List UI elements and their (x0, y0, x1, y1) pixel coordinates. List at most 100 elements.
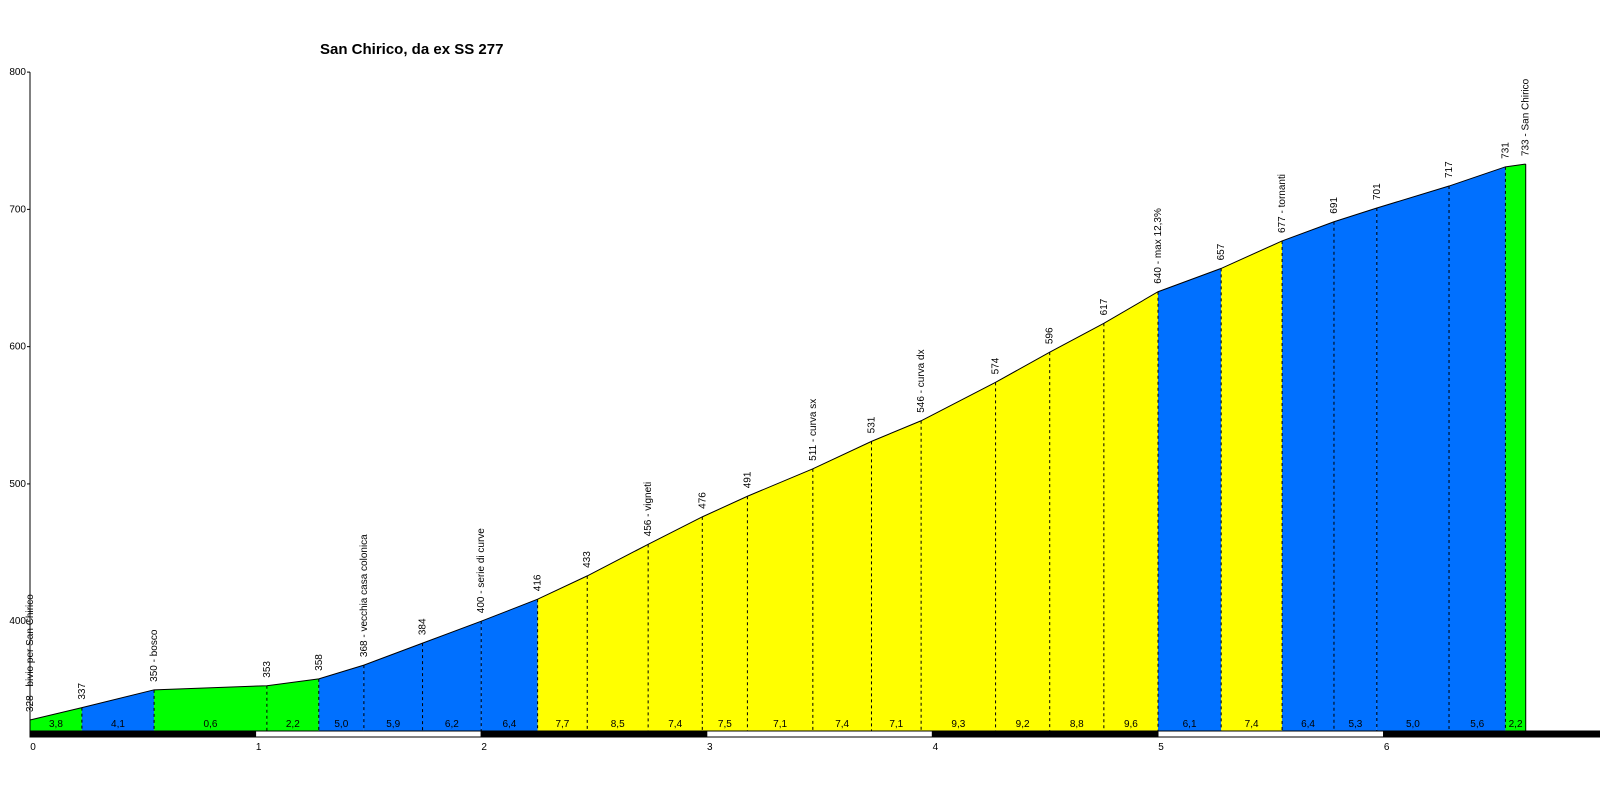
gradient-label: 7,1 (889, 719, 903, 730)
profile-segment (1376, 186, 1450, 732)
gradient-label: 7,7 (555, 719, 569, 730)
profile-segment (871, 420, 922, 731)
gradient-label: 4,1 (111, 719, 125, 730)
gradient-label: 5,3 (1348, 719, 1362, 730)
profile-segment (30, 707, 82, 731)
profile-segment (422, 621, 482, 731)
profile-segment (363, 643, 423, 731)
point-label: 531 (866, 416, 877, 433)
gradient-label: 7,4 (1245, 719, 1259, 730)
chart-title: San Chirico, da ex SS 277 (320, 41, 503, 58)
profile-segments (30, 164, 1526, 732)
km-band (29, 730, 257, 738)
gradient-label: 9,6 (1124, 719, 1138, 730)
profile-segment (648, 516, 703, 731)
point-label: 717 (1444, 161, 1455, 178)
point-label: 596 (1045, 327, 1056, 344)
profile-segment (1333, 208, 1377, 732)
point-label: 731 (1500, 142, 1511, 159)
y-tick-label: 400 (9, 616, 26, 627)
point-label: 733 - San Chirico (1521, 78, 1532, 156)
point-label: 640 - max 12,3% (1153, 208, 1164, 284)
point-label: 353 (262, 661, 273, 678)
profile-segment (266, 678, 319, 731)
profile-segment (537, 575, 588, 731)
gradient-label: 8,8 (1070, 719, 1084, 730)
point-label: 368 - vecchia casa colonica (359, 534, 370, 657)
point-label: 511 - curva sx (808, 399, 819, 461)
gradient-label: 7,5 (718, 719, 732, 730)
profile-segment (1049, 323, 1104, 731)
gradient-label: 3,8 (49, 719, 63, 730)
elevation-line (29, 163, 1526, 721)
point-label: 416 (533, 574, 544, 591)
gradient-label: 7,1 (773, 719, 787, 730)
x-tick-label: 4 (933, 742, 939, 753)
point-label: 350 - bosco (149, 629, 160, 682)
point-label: 476 (697, 492, 708, 509)
point-label: 677 - tornanti (1277, 174, 1288, 233)
profile-segment (921, 382, 996, 731)
profile-segment (318, 665, 364, 731)
km-band (1383, 730, 1600, 738)
profile-line (29, 163, 1526, 721)
gradient-label: 5,9 (386, 719, 400, 730)
y-tick-label: 500 (9, 479, 26, 490)
point-label: 400 - serie di curve (476, 528, 487, 613)
profile-segment (154, 685, 267, 731)
x-tick-label: 0 (30, 742, 36, 753)
gradient-label: 6,1 (1183, 719, 1197, 730)
point-label: 546 - curva dx (916, 349, 927, 412)
km-band (255, 730, 482, 738)
profile-segment (1505, 164, 1526, 732)
point-label: 617 (1099, 298, 1110, 315)
gradient-label: 8,5 (611, 719, 625, 730)
km-band (1157, 730, 1385, 738)
km-band (706, 730, 933, 738)
profile-segment (587, 544, 649, 731)
profile-segment (81, 689, 155, 731)
point-label: 456 - vigneti (643, 482, 654, 536)
point-label: 657 (1216, 243, 1227, 260)
gradient-label: 2,2 (286, 719, 300, 730)
gradient-label: 5,0 (334, 719, 348, 730)
x-tick-label: 6 (1384, 742, 1390, 753)
profile-segment (1282, 221, 1334, 731)
profile-segment (1221, 240, 1283, 731)
gradient-label: 0,6 (204, 719, 218, 730)
gradient-labels: 3,8 4,1 0,6 2,2 5,0 5,9 6,2 6,4 7,7 8,5 7,4 7,5 7,1 7… (49, 719, 1523, 730)
x-tick-label: 2 (481, 742, 487, 753)
profile-segment (481, 599, 538, 731)
gradient-label: 6,4 (1301, 719, 1315, 730)
gradient-label: 7,4 (668, 719, 682, 730)
point-label: 701 (1372, 183, 1383, 200)
point-label: 574 (991, 357, 1002, 374)
profile-segment (995, 352, 1050, 731)
gradient-label: 9,2 (1016, 719, 1030, 730)
profile-segment (812, 441, 872, 731)
gradient-label: 7,4 (835, 719, 849, 730)
point-label: 384 (418, 618, 429, 635)
km-band (931, 730, 1159, 738)
x-tick-label: 1 (256, 742, 262, 753)
gradient-label: 6,4 (502, 719, 516, 730)
profile-segment (747, 468, 813, 731)
x-tick-label: 3 (707, 742, 713, 753)
gradient-label: 6,2 (445, 719, 459, 730)
y-tick-label: 800 (9, 67, 26, 78)
y-tick-label: 600 (9, 342, 26, 353)
profile-segment (1103, 291, 1158, 731)
gradient-label: 9,3 (951, 719, 965, 730)
x-tick-label: 5 (1158, 742, 1164, 753)
point-label: 358 (314, 654, 325, 671)
km-band (480, 730, 708, 738)
profile-segment (702, 496, 748, 731)
point-label: 491 (742, 471, 753, 488)
gradient-label: 2,2 (1509, 719, 1523, 730)
point-label: 691 (1329, 197, 1340, 214)
point-label: 337 (77, 683, 88, 700)
point-labels: 328 - bivio per San Chirico337350 - bosc… (25, 78, 1532, 712)
y-tick-label: 700 (9, 204, 26, 215)
point-label: 433 (582, 551, 593, 568)
